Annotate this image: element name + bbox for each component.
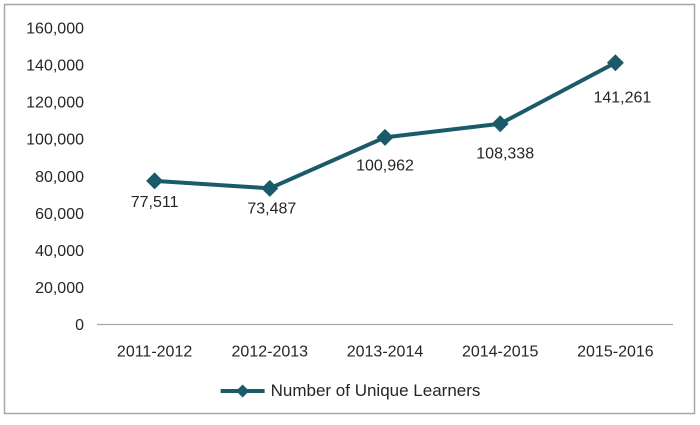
data-point-label: 108,338 <box>476 146 534 163</box>
data-point-marker <box>376 128 394 146</box>
y-axis-tick-label: 100,000 <box>26 132 84 149</box>
y-axis-tick-label: 20,000 <box>35 280 84 297</box>
x-axis-label: 2013-2014 <box>347 344 424 361</box>
y-axis-tick-label: 0 <box>75 317 84 334</box>
data-label-layer: 77,511 73,487 100,962 108,338 141,261 <box>131 90 652 218</box>
y-axis-tick-label: 40,000 <box>35 243 84 260</box>
legend-label: Number of Unique Learners <box>270 381 481 400</box>
data-point-label: 77,511 <box>131 194 179 211</box>
chart-border <box>3 3 696 415</box>
data-point-marker <box>606 54 624 72</box>
y-axis-tick-label: 80,000 <box>35 169 84 186</box>
data-point-marker <box>146 172 164 190</box>
y-axis: 0 20,000 40,000 60,000 80,000 100,000 120,000 1… <box>26 21 84 335</box>
x-axis-label: 2012-2013 <box>232 344 309 361</box>
x-axis-label: 2014-2015 <box>462 344 539 361</box>
data-point-marker <box>491 115 509 133</box>
data-point-marker <box>261 179 279 197</box>
data-point-label: 100,962 <box>356 157 414 174</box>
x-axis-label: 2015-2016 <box>577 344 654 361</box>
legend: Number of Unique Learners <box>220 381 481 401</box>
data-point-label: 73,487 <box>247 200 296 217</box>
legend-line-marker-icon <box>220 384 265 398</box>
y-axis-tick-label: 60,000 <box>35 206 84 223</box>
data-point-label: 141,261 <box>593 90 651 107</box>
x-axis: 2011-2012 2012-2013 2013-2014 2014-2015 2015… <box>97 323 673 361</box>
series-layer <box>146 54 624 197</box>
x-axis-label: 2011-2012 <box>117 344 192 361</box>
y-axis-tick-label: 160,000 <box>26 21 84 38</box>
legend-diamond-marker <box>236 384 250 398</box>
y-axis-tick-label: 120,000 <box>26 95 84 112</box>
chart-frame <box>3 3 696 415</box>
y-axis-tick-label: 140,000 <box>26 58 84 75</box>
